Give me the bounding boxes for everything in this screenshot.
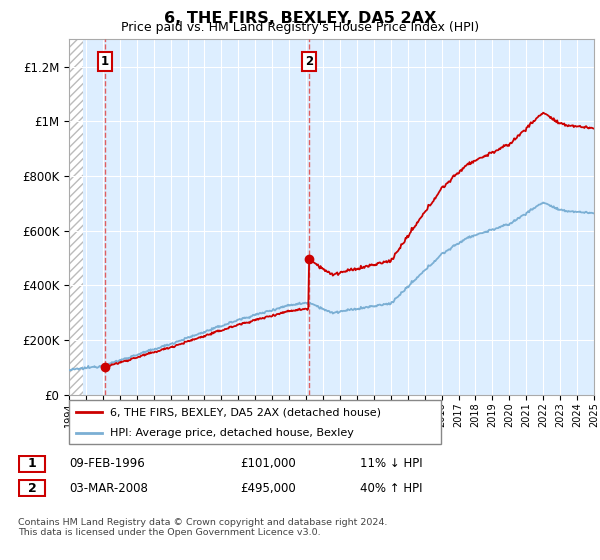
Text: HPI: Average price, detached house, Bexley: HPI: Average price, detached house, Bexl… [110, 428, 354, 438]
Text: Price paid vs. HM Land Registry's House Price Index (HPI): Price paid vs. HM Land Registry's House … [121, 21, 479, 34]
Text: 09-FEB-1996: 09-FEB-1996 [69, 457, 145, 470]
Text: £495,000: £495,000 [240, 482, 296, 495]
FancyBboxPatch shape [19, 480, 46, 496]
Text: 2: 2 [305, 55, 313, 68]
Text: £101,000: £101,000 [240, 457, 296, 470]
Text: 1: 1 [28, 457, 37, 470]
Text: Contains HM Land Registry data © Crown copyright and database right 2024.
This d: Contains HM Land Registry data © Crown c… [18, 518, 388, 538]
FancyBboxPatch shape [19, 456, 46, 472]
Text: 2: 2 [28, 482, 37, 495]
Bar [69, 39, 83, 395]
Text: 11% ↓ HPI: 11% ↓ HPI [360, 457, 422, 470]
Text: 1: 1 [101, 55, 109, 68]
Text: 40% ↑ HPI: 40% ↑ HPI [360, 482, 422, 495]
Text: 6, THE FIRS, BEXLEY, DA5 2AX: 6, THE FIRS, BEXLEY, DA5 2AX [164, 11, 436, 26]
FancyBboxPatch shape [69, 400, 441, 444]
Text: 03-MAR-2008: 03-MAR-2008 [69, 482, 148, 495]
Text: 6, THE FIRS, BEXLEY, DA5 2AX (detached house): 6, THE FIRS, BEXLEY, DA5 2AX (detached h… [110, 408, 381, 417]
